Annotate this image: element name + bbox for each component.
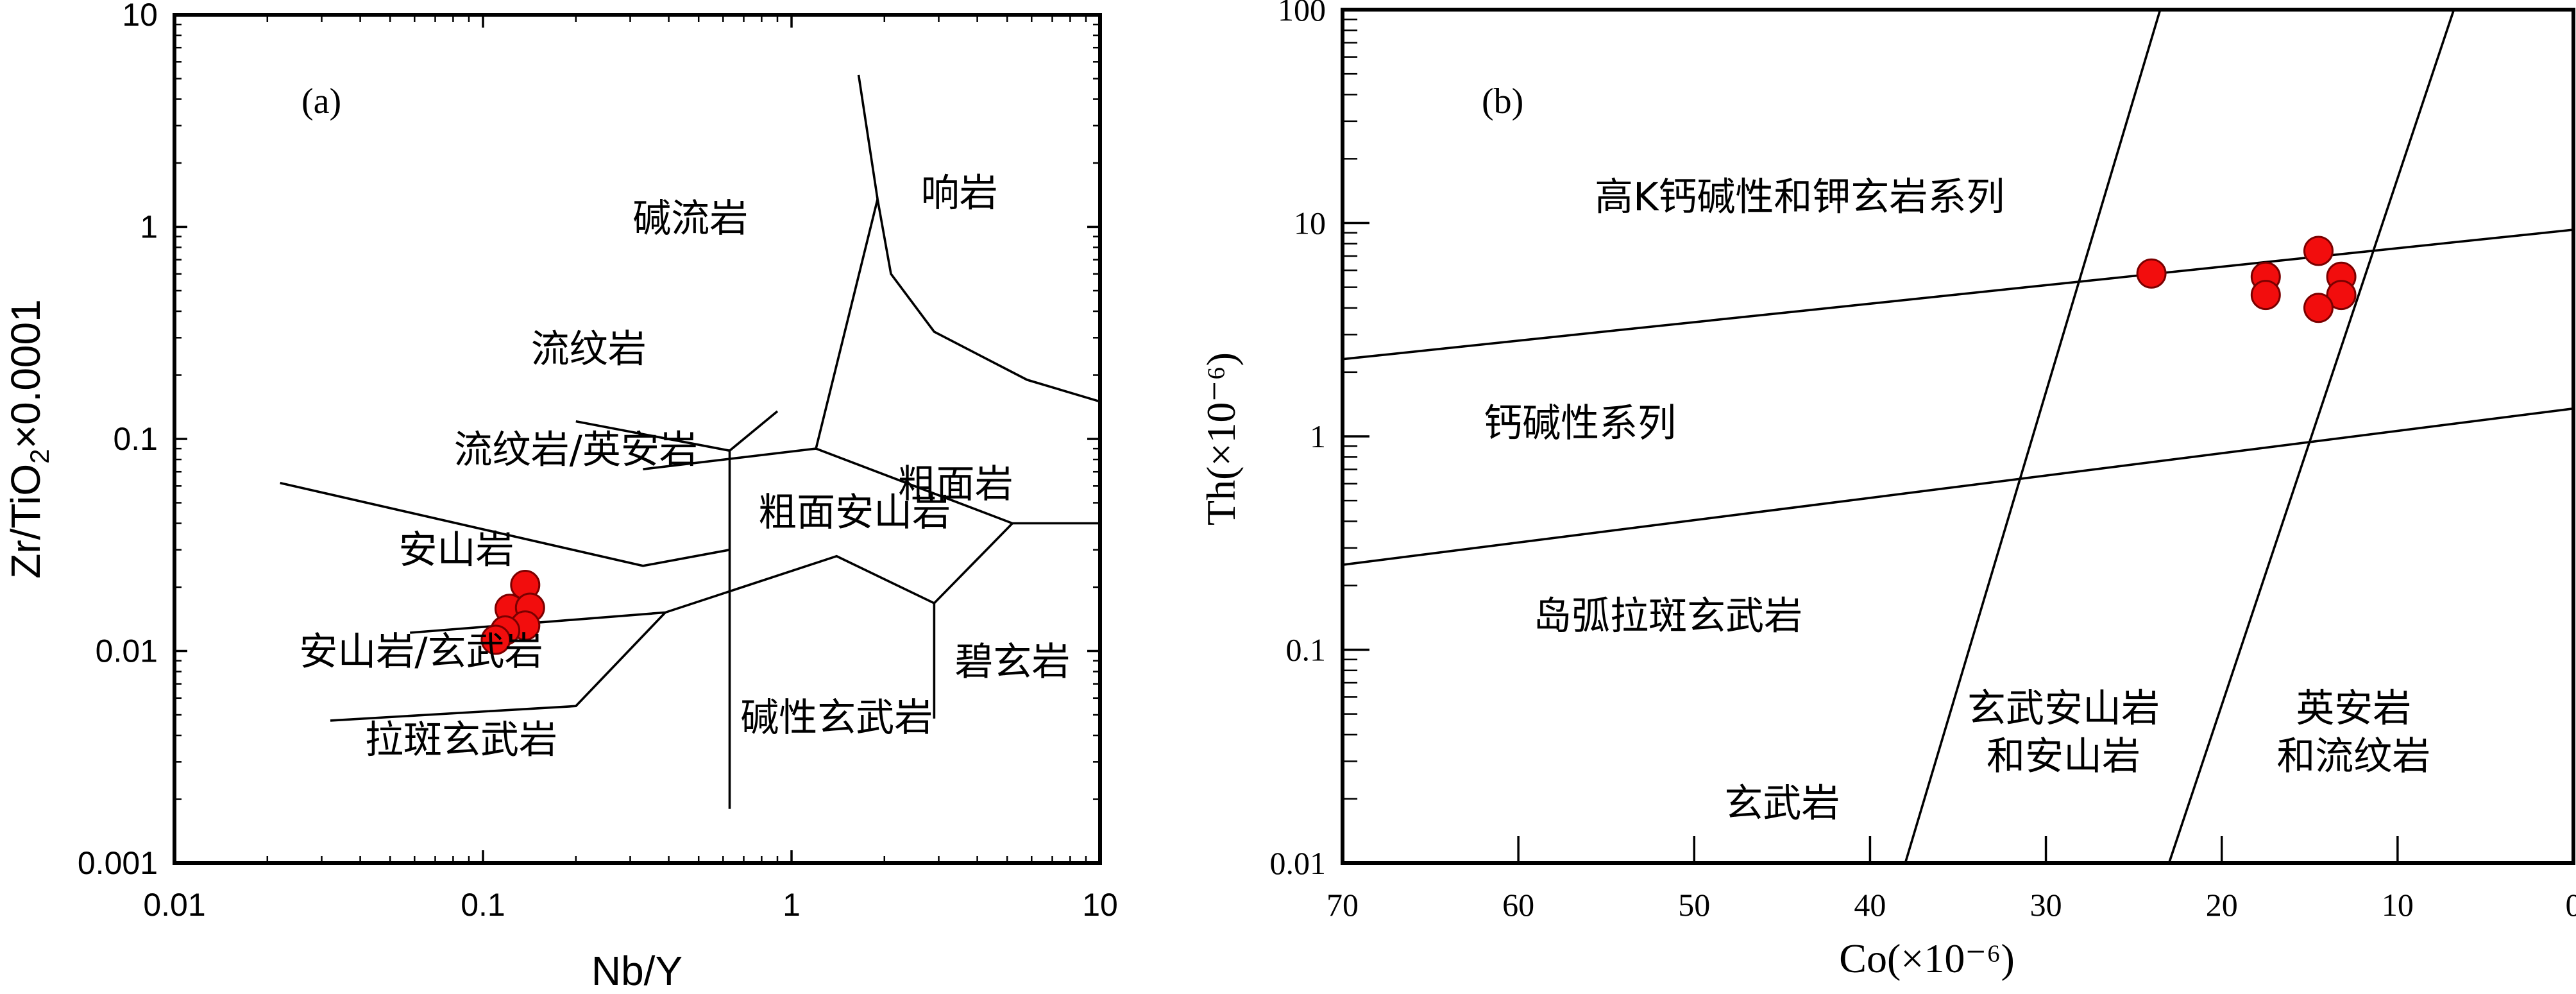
field-label: 和流纹岩 [2276,734,2430,779]
panel-a-x-axis-label: Nb/Y [591,948,682,994]
field-boundary-line [410,522,1013,634]
field-boundary-line [330,612,666,722]
x-tick-label: 30 [2030,887,2062,923]
panel-b-label: (b) [1482,81,1523,121]
y-tick-label: 0.1 [113,421,158,457]
field-boundary-line [857,74,1101,403]
y-tick-label: 0.01 [96,633,158,669]
data-point [2326,280,2357,311]
panel-b-data-points [2136,236,2357,323]
field-boundary-line [2167,9,2455,864]
field-label: 安山岩 [399,527,514,572]
field-label: 粗面岩 [898,462,1013,507]
field-label: 碱性玄武岩 [740,696,933,741]
y-tick-label: 0.001 [78,845,158,881]
panel-b-frame [1341,8,2575,865]
y-tick-label: 10 [122,0,158,33]
field-boundary-line [1342,228,2574,361]
y-label-subscript: 2 [24,449,55,463]
data-point [480,624,511,655]
panel-b-x-axis-label: Co(×10⁻⁶) [1839,936,2015,981]
x-tick-label: 0.01 [143,887,205,923]
field-label: 响岩 [921,171,998,216]
panel-a-data-points [480,570,545,655]
x-tick-label: 0 [2566,887,2576,923]
y-tick-label: 1 [1310,418,1326,454]
panel-b-y-axis-label: Th(×10⁻⁶) [1198,352,1244,526]
panel-a-y-axis-label: Zr/TiO2×0.0001 [3,299,55,578]
field-boundary-line [1904,9,2162,864]
field-label: 玄武岩 [1724,782,1840,827]
field-label: 岛弧拉斑玄武岩 [1533,594,1802,638]
x-tick-label: 40 [1854,887,1886,923]
field-label: 安山岩/玄武岩 [299,630,543,674]
panel-a-tick-labels: 0.01 0.1 1 10 0.001 0.01 0.1 1 10 [78,0,1118,923]
panel-a-label: (a) [301,81,341,121]
data-point [2136,258,2167,289]
field-label: 流纹岩 [531,327,647,372]
field-label: 流纹岩/英安岩 [454,428,698,473]
y-tick-label: 0.1 [1286,632,1326,668]
y-label-part-1: Zr/TiO [3,464,49,579]
data-point [2250,280,2281,311]
data-point [2303,293,2334,323]
x-tick-label: 70 [1326,887,1359,923]
field-label: 碱流岩 [632,196,748,241]
field-boundary-line [280,481,730,567]
y-tick-label: 1 [140,209,158,245]
x-tick-label: 1 [783,887,801,923]
x-tick-label: 0.1 [461,887,505,923]
y-label-part-2: ×0.0001 [3,299,49,449]
field-label: 拉斑玄武岩 [365,718,557,763]
field-label: 英安岩 [2296,687,2411,732]
x-tick-label: 10 [2382,887,2414,923]
data-point [2303,236,2334,266]
field-label: 高K钙碱性和钾玄岩系列 [1595,175,2004,219]
y-tick-label: 0.01 [1270,845,1326,881]
x-tick-label: 10 [1082,887,1118,923]
x-tick-label: 60 [1502,887,1534,923]
field-label: 和安山岩 [1987,734,2140,779]
panel-a-frame [173,13,1102,865]
panel-b-field-boundaries [1342,9,2574,864]
field-label: 碧玄岩 [954,640,1070,685]
y-tick-label: 10 [1294,205,1326,241]
field-label: 钙碱性系列 [1484,401,1676,446]
x-tick-label: 50 [1678,887,1710,923]
y-tick-label: 100 [1278,0,1326,28]
field-label: 粗面安山岩 [758,490,951,535]
field-boundary-line [1342,407,2574,566]
field-label: 玄武安山岩 [1967,687,2160,732]
x-tick-label: 20 [2206,887,2238,923]
panel-a-field-boundaries [280,74,1101,809]
